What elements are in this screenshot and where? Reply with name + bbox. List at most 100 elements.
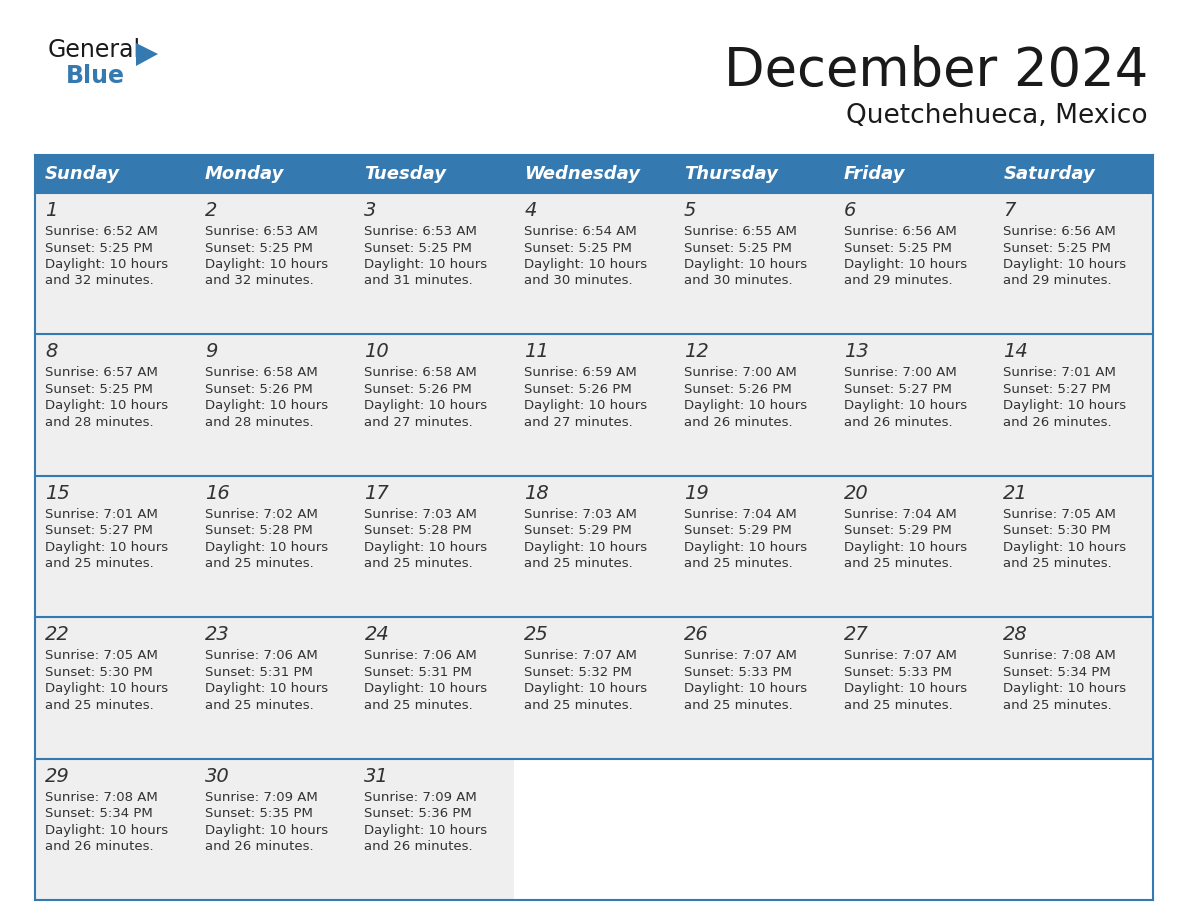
Bar xyxy=(834,155,993,193)
Text: and 30 minutes.: and 30 minutes. xyxy=(524,274,633,287)
Text: Daylight: 10 hours: Daylight: 10 hours xyxy=(365,258,487,271)
Text: Sunset: 5:26 PM: Sunset: 5:26 PM xyxy=(365,383,472,396)
Text: 4: 4 xyxy=(524,201,537,220)
Bar xyxy=(514,758,674,900)
Text: Sunset: 5:25 PM: Sunset: 5:25 PM xyxy=(204,241,312,254)
Text: Daylight: 10 hours: Daylight: 10 hours xyxy=(45,541,169,554)
Text: and 27 minutes.: and 27 minutes. xyxy=(524,416,633,429)
Text: Daylight: 10 hours: Daylight: 10 hours xyxy=(843,399,967,412)
Text: 14: 14 xyxy=(1004,342,1028,362)
Text: 25: 25 xyxy=(524,625,549,644)
Text: Sunrise: 6:58 AM: Sunrise: 6:58 AM xyxy=(365,366,478,379)
Text: Sunrise: 6:52 AM: Sunrise: 6:52 AM xyxy=(45,225,158,238)
Text: General: General xyxy=(48,38,141,62)
Text: Daylight: 10 hours: Daylight: 10 hours xyxy=(1004,258,1126,271)
Text: Sunset: 5:27 PM: Sunset: 5:27 PM xyxy=(843,383,952,396)
Text: Sunset: 5:28 PM: Sunset: 5:28 PM xyxy=(365,524,472,537)
Text: Daylight: 10 hours: Daylight: 10 hours xyxy=(204,823,328,836)
Text: 18: 18 xyxy=(524,484,549,503)
Text: and 27 minutes.: and 27 minutes. xyxy=(365,416,473,429)
Text: Sunset: 5:26 PM: Sunset: 5:26 PM xyxy=(524,383,632,396)
Text: Sunrise: 7:00 AM: Sunrise: 7:00 AM xyxy=(843,366,956,379)
Text: and 25 minutes.: and 25 minutes. xyxy=(524,557,633,570)
Text: and 26 minutes.: and 26 minutes. xyxy=(45,840,153,853)
Text: Sunset: 5:25 PM: Sunset: 5:25 PM xyxy=(365,241,473,254)
Text: and 25 minutes.: and 25 minutes. xyxy=(204,557,314,570)
Text: Sunset: 5:25 PM: Sunset: 5:25 PM xyxy=(45,241,153,254)
Text: Sunset: 5:32 PM: Sunset: 5:32 PM xyxy=(524,666,632,678)
Text: Sunset: 5:25 PM: Sunset: 5:25 PM xyxy=(684,241,791,254)
Text: and 25 minutes.: and 25 minutes. xyxy=(45,557,153,570)
Text: 11: 11 xyxy=(524,342,549,362)
Text: Sunrise: 6:59 AM: Sunrise: 6:59 AM xyxy=(524,366,637,379)
Text: Daylight: 10 hours: Daylight: 10 hours xyxy=(45,823,169,836)
Text: Sunrise: 6:56 AM: Sunrise: 6:56 AM xyxy=(1004,225,1116,238)
Text: Sunrise: 7:09 AM: Sunrise: 7:09 AM xyxy=(204,790,317,803)
Text: Sunrise: 7:03 AM: Sunrise: 7:03 AM xyxy=(524,508,637,521)
Text: Sunrise: 6:56 AM: Sunrise: 6:56 AM xyxy=(843,225,956,238)
Text: Sunrise: 6:57 AM: Sunrise: 6:57 AM xyxy=(45,366,158,379)
Text: 24: 24 xyxy=(365,625,390,644)
Text: Thursday: Thursday xyxy=(684,165,778,183)
Text: Sunset: 5:25 PM: Sunset: 5:25 PM xyxy=(843,241,952,254)
Text: Sunset: 5:25 PM: Sunset: 5:25 PM xyxy=(524,241,632,254)
Text: Sunset: 5:30 PM: Sunset: 5:30 PM xyxy=(1004,524,1111,537)
Bar xyxy=(34,617,1154,758)
Text: Sunrise: 7:07 AM: Sunrise: 7:07 AM xyxy=(684,649,797,662)
Text: Daylight: 10 hours: Daylight: 10 hours xyxy=(524,258,647,271)
Text: 28: 28 xyxy=(1004,625,1028,644)
Text: Sunrise: 7:02 AM: Sunrise: 7:02 AM xyxy=(204,508,317,521)
Text: Sunset: 5:27 PM: Sunset: 5:27 PM xyxy=(1004,383,1111,396)
Text: and 32 minutes.: and 32 minutes. xyxy=(204,274,314,287)
Bar xyxy=(354,155,514,193)
Text: 5: 5 xyxy=(684,201,696,220)
Text: Sunset: 5:31 PM: Sunset: 5:31 PM xyxy=(365,666,473,678)
Text: Sunday: Sunday xyxy=(45,165,120,183)
Text: 21: 21 xyxy=(1004,484,1028,503)
Text: 20: 20 xyxy=(843,484,868,503)
Text: Sunrise: 7:08 AM: Sunrise: 7:08 AM xyxy=(1004,649,1116,662)
Text: and 26 minutes.: and 26 minutes. xyxy=(365,840,473,853)
Bar xyxy=(993,155,1154,193)
Text: Sunrise: 6:53 AM: Sunrise: 6:53 AM xyxy=(204,225,317,238)
Text: and 28 minutes.: and 28 minutes. xyxy=(204,416,314,429)
Text: Tuesday: Tuesday xyxy=(365,165,447,183)
Text: 6: 6 xyxy=(843,201,855,220)
Polygon shape xyxy=(135,43,158,66)
Text: 16: 16 xyxy=(204,484,229,503)
Text: Sunrise: 7:05 AM: Sunrise: 7:05 AM xyxy=(1004,508,1117,521)
Text: Sunset: 5:30 PM: Sunset: 5:30 PM xyxy=(45,666,153,678)
Text: Friday: Friday xyxy=(843,165,905,183)
Text: Sunrise: 7:04 AM: Sunrise: 7:04 AM xyxy=(843,508,956,521)
Text: Daylight: 10 hours: Daylight: 10 hours xyxy=(45,682,169,695)
Text: Quetchehueca, Mexico: Quetchehueca, Mexico xyxy=(846,103,1148,129)
Text: Sunrise: 6:55 AM: Sunrise: 6:55 AM xyxy=(684,225,797,238)
Text: Daylight: 10 hours: Daylight: 10 hours xyxy=(1004,541,1126,554)
Text: Daylight: 10 hours: Daylight: 10 hours xyxy=(524,541,647,554)
Text: Sunrise: 7:04 AM: Sunrise: 7:04 AM xyxy=(684,508,797,521)
Text: and 25 minutes.: and 25 minutes. xyxy=(1004,557,1112,570)
Text: Daylight: 10 hours: Daylight: 10 hours xyxy=(45,258,169,271)
Text: 27: 27 xyxy=(843,625,868,644)
Text: Sunrise: 7:09 AM: Sunrise: 7:09 AM xyxy=(365,790,478,803)
Text: and 25 minutes.: and 25 minutes. xyxy=(684,557,792,570)
Text: and 25 minutes.: and 25 minutes. xyxy=(365,557,473,570)
Text: Sunset: 5:29 PM: Sunset: 5:29 PM xyxy=(684,524,791,537)
Text: Sunset: 5:27 PM: Sunset: 5:27 PM xyxy=(45,524,153,537)
Text: and 29 minutes.: and 29 minutes. xyxy=(1004,274,1112,287)
Bar xyxy=(195,155,354,193)
Text: Daylight: 10 hours: Daylight: 10 hours xyxy=(365,399,487,412)
Text: 9: 9 xyxy=(204,342,217,362)
Text: and 26 minutes.: and 26 minutes. xyxy=(684,416,792,429)
Text: Daylight: 10 hours: Daylight: 10 hours xyxy=(204,682,328,695)
Text: Daylight: 10 hours: Daylight: 10 hours xyxy=(204,399,328,412)
Text: 3: 3 xyxy=(365,201,377,220)
Text: Sunrise: 7:07 AM: Sunrise: 7:07 AM xyxy=(843,649,956,662)
Text: Blue: Blue xyxy=(67,64,125,88)
Text: and 31 minutes.: and 31 minutes. xyxy=(365,274,473,287)
Text: Sunset: 5:25 PM: Sunset: 5:25 PM xyxy=(45,383,153,396)
Text: Sunset: 5:33 PM: Sunset: 5:33 PM xyxy=(843,666,952,678)
Text: Sunrise: 7:07 AM: Sunrise: 7:07 AM xyxy=(524,649,637,662)
Bar xyxy=(993,758,1154,900)
Text: and 28 minutes.: and 28 minutes. xyxy=(45,416,153,429)
